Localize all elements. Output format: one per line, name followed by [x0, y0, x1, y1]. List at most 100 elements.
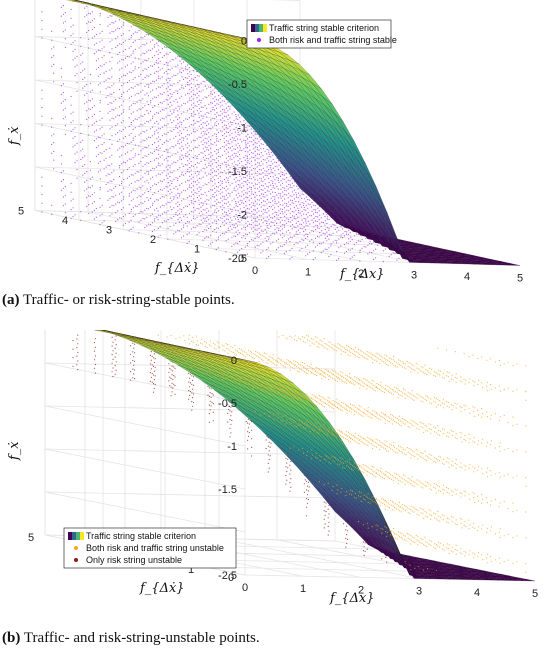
data-point — [165, 70, 167, 72]
data-point — [299, 249, 301, 251]
data-point — [134, 40, 136, 42]
data-point — [165, 116, 167, 118]
data-point — [299, 203, 301, 206]
data-point — [148, 145, 150, 147]
data-point — [229, 419, 231, 421]
data-point — [281, 245, 283, 247]
data-point — [181, 87, 183, 89]
data-point — [91, 202, 93, 204]
data-point — [359, 260, 361, 262]
data-point — [258, 145, 260, 147]
data-point — [216, 149, 218, 151]
data-point — [200, 115, 202, 117]
data-point — [188, 171, 190, 173]
data-point — [233, 189, 235, 191]
data-point — [142, 107, 144, 109]
data-point — [289, 186, 291, 188]
data-point — [177, 110, 179, 112]
data-point — [270, 188, 272, 191]
data-point — [82, 139, 84, 141]
data-point — [181, 191, 183, 193]
data-point — [215, 212, 218, 214]
data-point — [80, 54, 82, 56]
data-point — [88, 117, 90, 119]
data-point — [248, 240, 251, 243]
data-point — [229, 217, 231, 219]
data-point — [222, 108, 224, 111]
data-point — [181, 137, 183, 139]
data-point — [198, 99, 200, 101]
data-point — [182, 61, 185, 63]
data-point — [109, 173, 111, 175]
data-point — [308, 486, 310, 488]
data-point — [167, 90, 169, 92]
data-point — [253, 156, 255, 159]
data-point — [286, 177, 288, 179]
data-point — [224, 150, 226, 152]
data-point — [186, 216, 188, 218]
data-point — [99, 65, 101, 67]
data-point — [159, 180, 161, 182]
data-point — [233, 198, 235, 200]
data-point — [222, 222, 224, 224]
data-point — [128, 195, 130, 197]
data-point — [103, 159, 105, 161]
data-point — [180, 219, 183, 221]
data-point — [146, 147, 148, 149]
data-point — [188, 180, 190, 182]
data-point — [193, 215, 195, 217]
data-point — [180, 132, 183, 134]
data-point — [245, 213, 247, 216]
data-point — [227, 238, 229, 240]
data-point — [113, 31, 115, 33]
data-point — [190, 150, 192, 152]
data-point — [332, 241, 334, 243]
data-point — [134, 155, 136, 157]
legend-box — [246, 19, 392, 49]
data-point — [109, 156, 111, 158]
data-point — [168, 380, 170, 382]
data-point — [229, 436, 231, 438]
data-point — [215, 162, 217, 164]
data-point — [99, 215, 101, 217]
data-point — [84, 7, 86, 9]
data-point — [248, 432, 250, 434]
data-point — [86, 188, 88, 190]
data-point — [312, 230, 315, 232]
data-point — [76, 151, 78, 153]
data-point — [70, 122, 72, 124]
data-point — [252, 167, 255, 169]
data-point — [215, 133, 218, 135]
data-point — [204, 96, 206, 98]
data-point — [265, 448, 267, 450]
data-point — [221, 180, 223, 182]
data-point — [170, 377, 172, 380]
data-point — [243, 180, 245, 183]
data-point — [220, 197, 222, 199]
data-point — [41, 176, 43, 178]
data-point — [244, 209, 247, 211]
data-point — [325, 502, 327, 504]
data-point — [181, 174, 183, 176]
data-point — [169, 130, 171, 132]
data-point — [175, 153, 177, 155]
data-point — [62, 205, 64, 207]
data-point — [99, 50, 101, 52]
data-point — [146, 120, 148, 123]
data-point — [231, 163, 233, 165]
data-point — [342, 232, 344, 234]
data-point — [190, 219, 192, 221]
data-point — [192, 130, 194, 133]
data-point — [70, 17, 72, 19]
data-point — [171, 172, 173, 174]
data-point — [346, 530, 349, 532]
data-point — [216, 175, 218, 177]
data-point — [309, 214, 311, 216]
data-point — [196, 192, 198, 194]
data-point — [274, 183, 276, 185]
data-point — [111, 56, 113, 59]
data-point — [53, 159, 55, 161]
data-point — [144, 163, 146, 166]
data-point — [177, 81, 179, 84]
data-point — [126, 177, 128, 179]
